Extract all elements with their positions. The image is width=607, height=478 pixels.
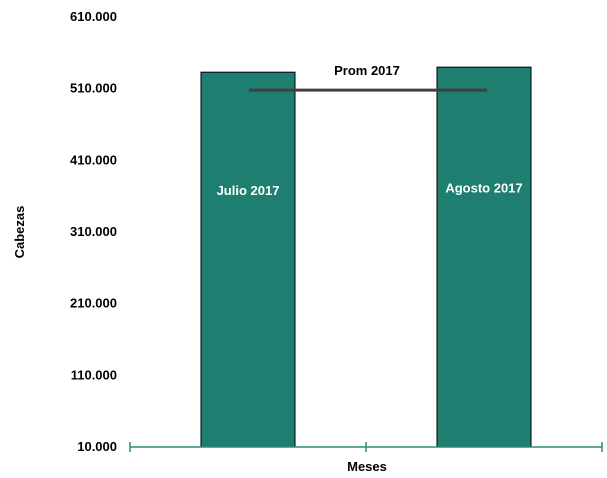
- y-tick-label: 610.000: [70, 9, 117, 24]
- y-tick-label: 110.000: [71, 367, 117, 382]
- y-axis-tick-labels: 10.000 110.000 210.000 310.000 410.000 510.00…: [70, 9, 117, 454]
- y-tick-label: 510.000: [70, 81, 117, 96]
- bar: [436, 66, 532, 448]
- bars: [200, 66, 532, 448]
- y-tick-label: 410.000: [70, 152, 117, 167]
- bar-label: Julio 2017: [217, 183, 280, 198]
- y-axis-title: Cabezas: [12, 206, 27, 259]
- average-label: Prom 2017: [334, 63, 400, 78]
- y-tick-label: 210.000: [70, 296, 117, 311]
- x-axis-ticks: [129, 442, 603, 452]
- x-axis-title: Meses: [347, 459, 387, 474]
- y-tick-label: 310.000: [70, 224, 117, 239]
- y-tick-label: 10.000: [77, 439, 117, 454]
- bar-label: Agosto 2017: [445, 181, 522, 196]
- bar-labels: Julio 2017 Agosto 2017: [217, 181, 523, 199]
- bar: [200, 71, 296, 448]
